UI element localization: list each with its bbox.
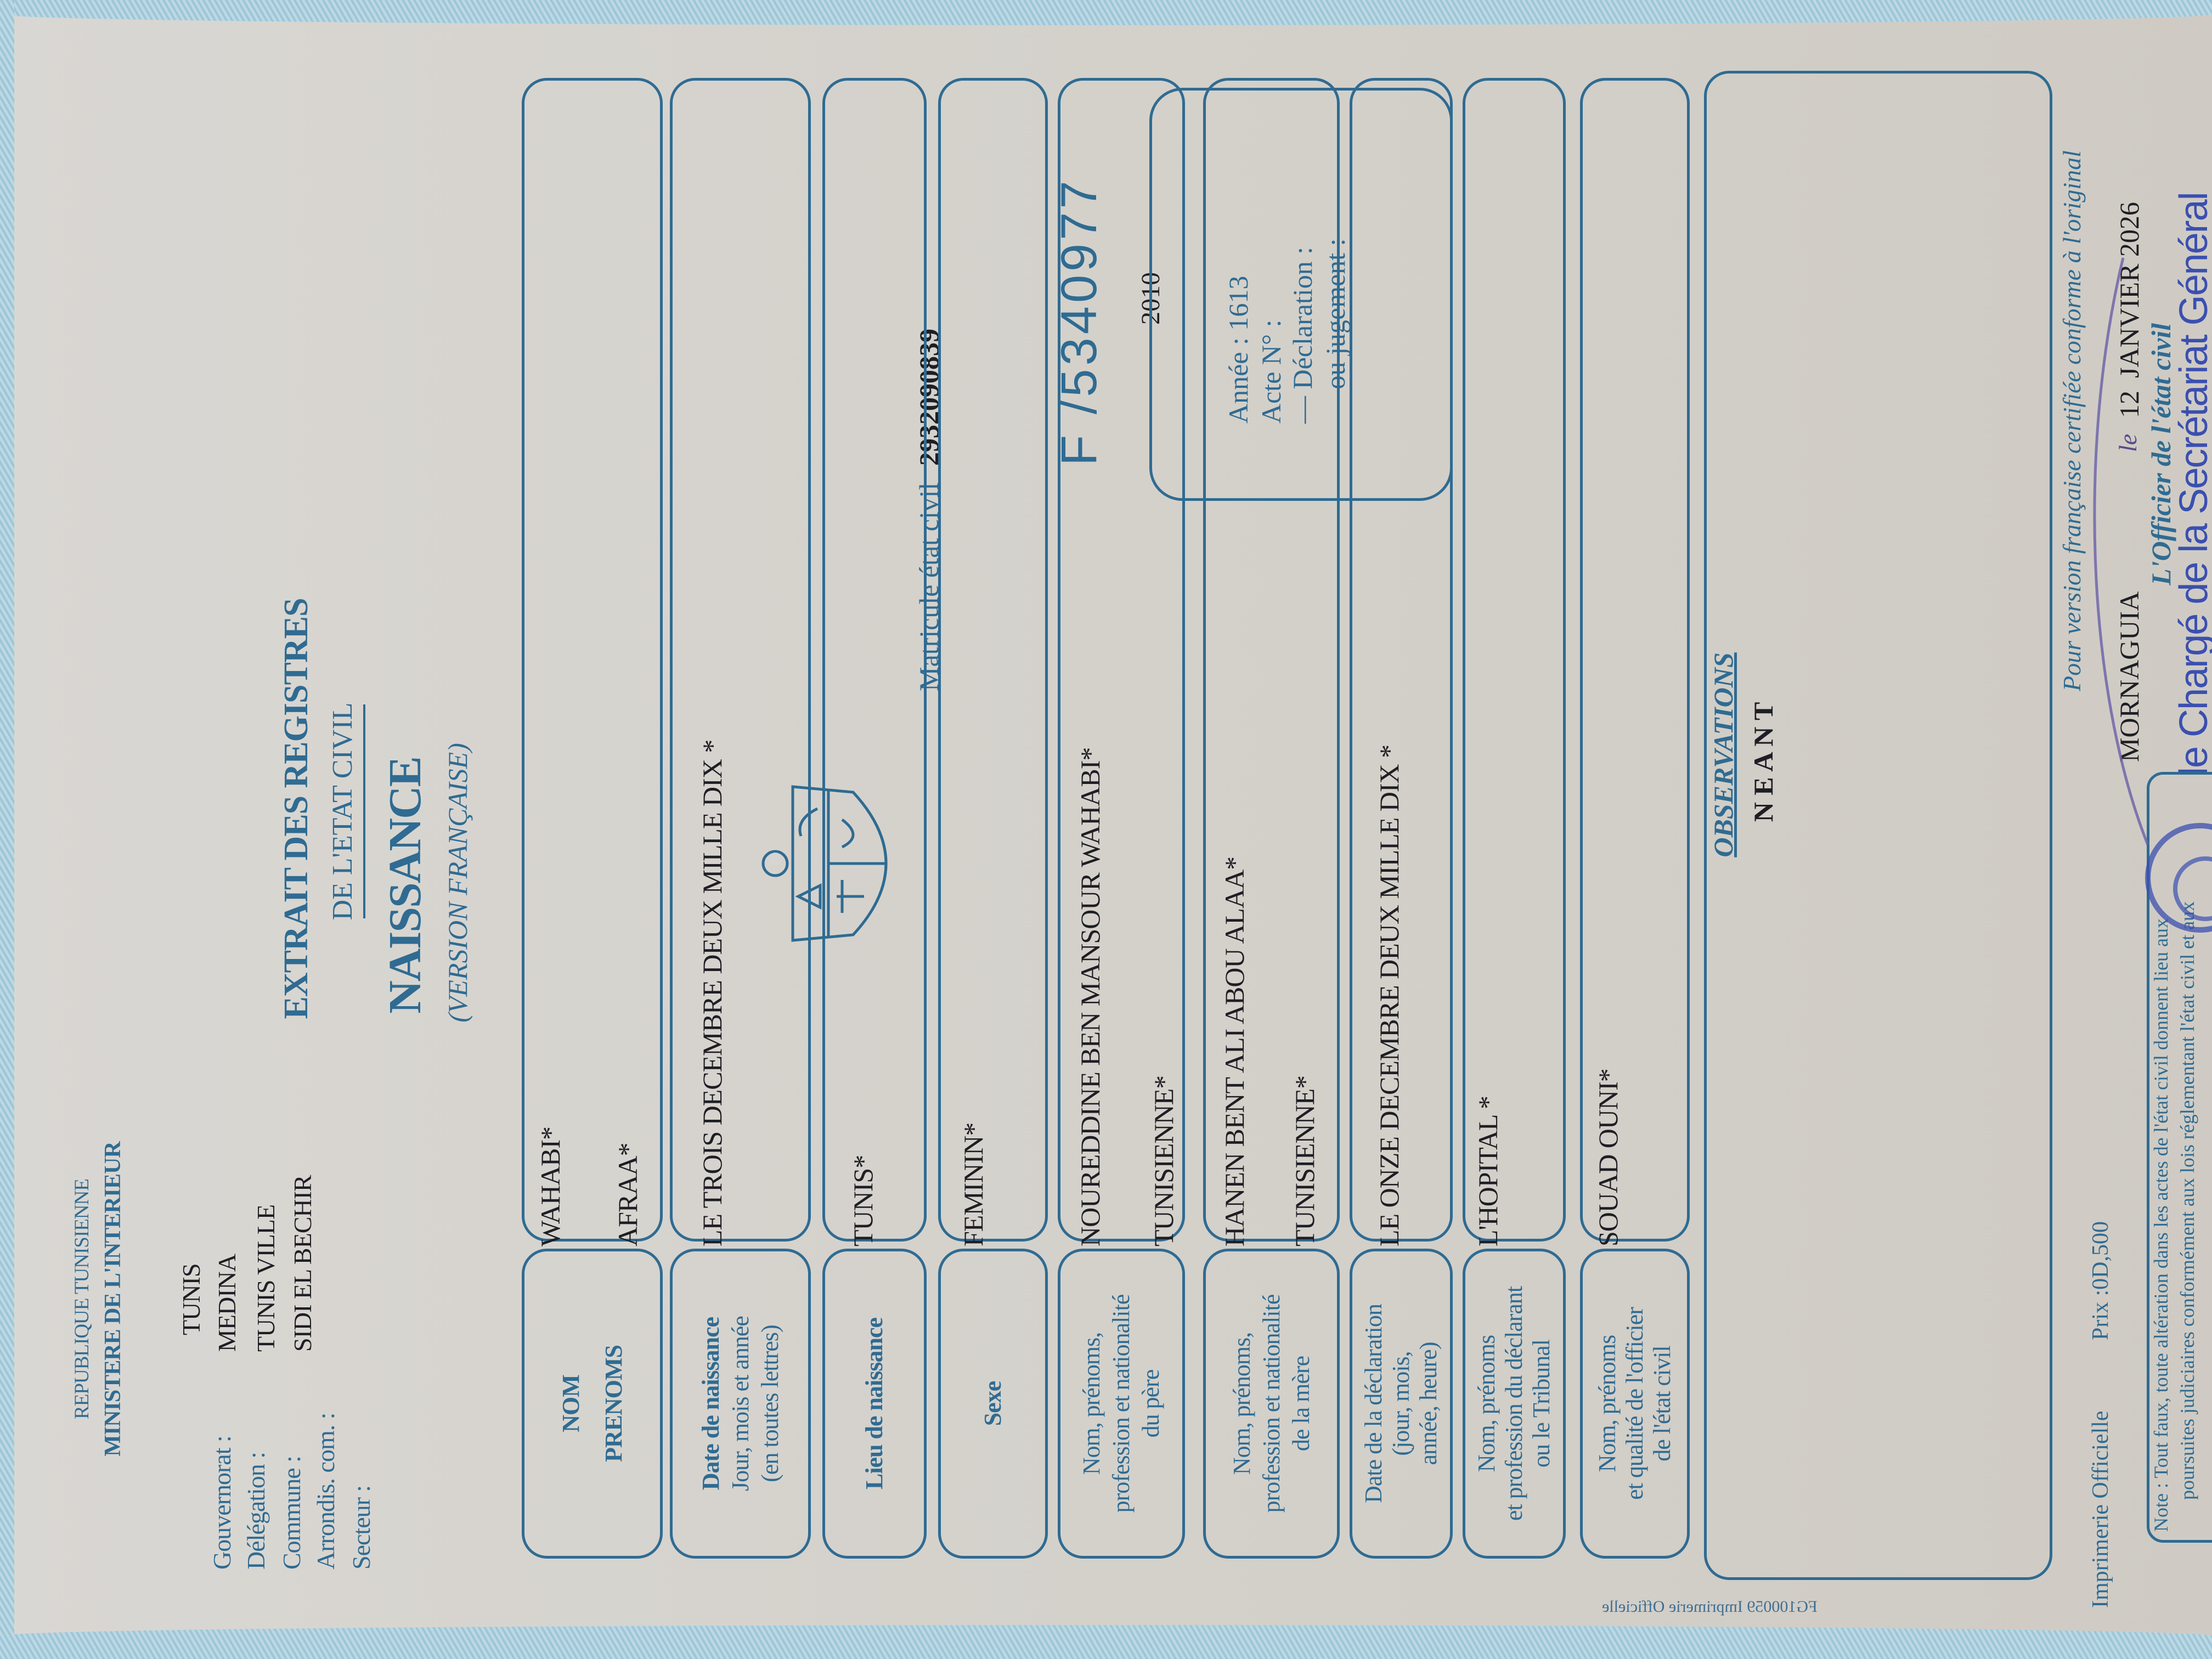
guilloche-border-top <box>0 0 2212 25</box>
form-code-showthrough: FG100059 Imprimerie Officielle <box>1602 1598 1818 1616</box>
round-stamp-icon <box>2145 823 2212 933</box>
guilloche-border-bottom <box>0 1625 2212 1659</box>
signature-stamp-arc <box>2093 257 2149 845</box>
coat-of-arms-icon <box>761 785 888 942</box>
round-stamp-inner-icon <box>2173 856 2212 921</box>
guilloche-border-left <box>0 0 14 1659</box>
